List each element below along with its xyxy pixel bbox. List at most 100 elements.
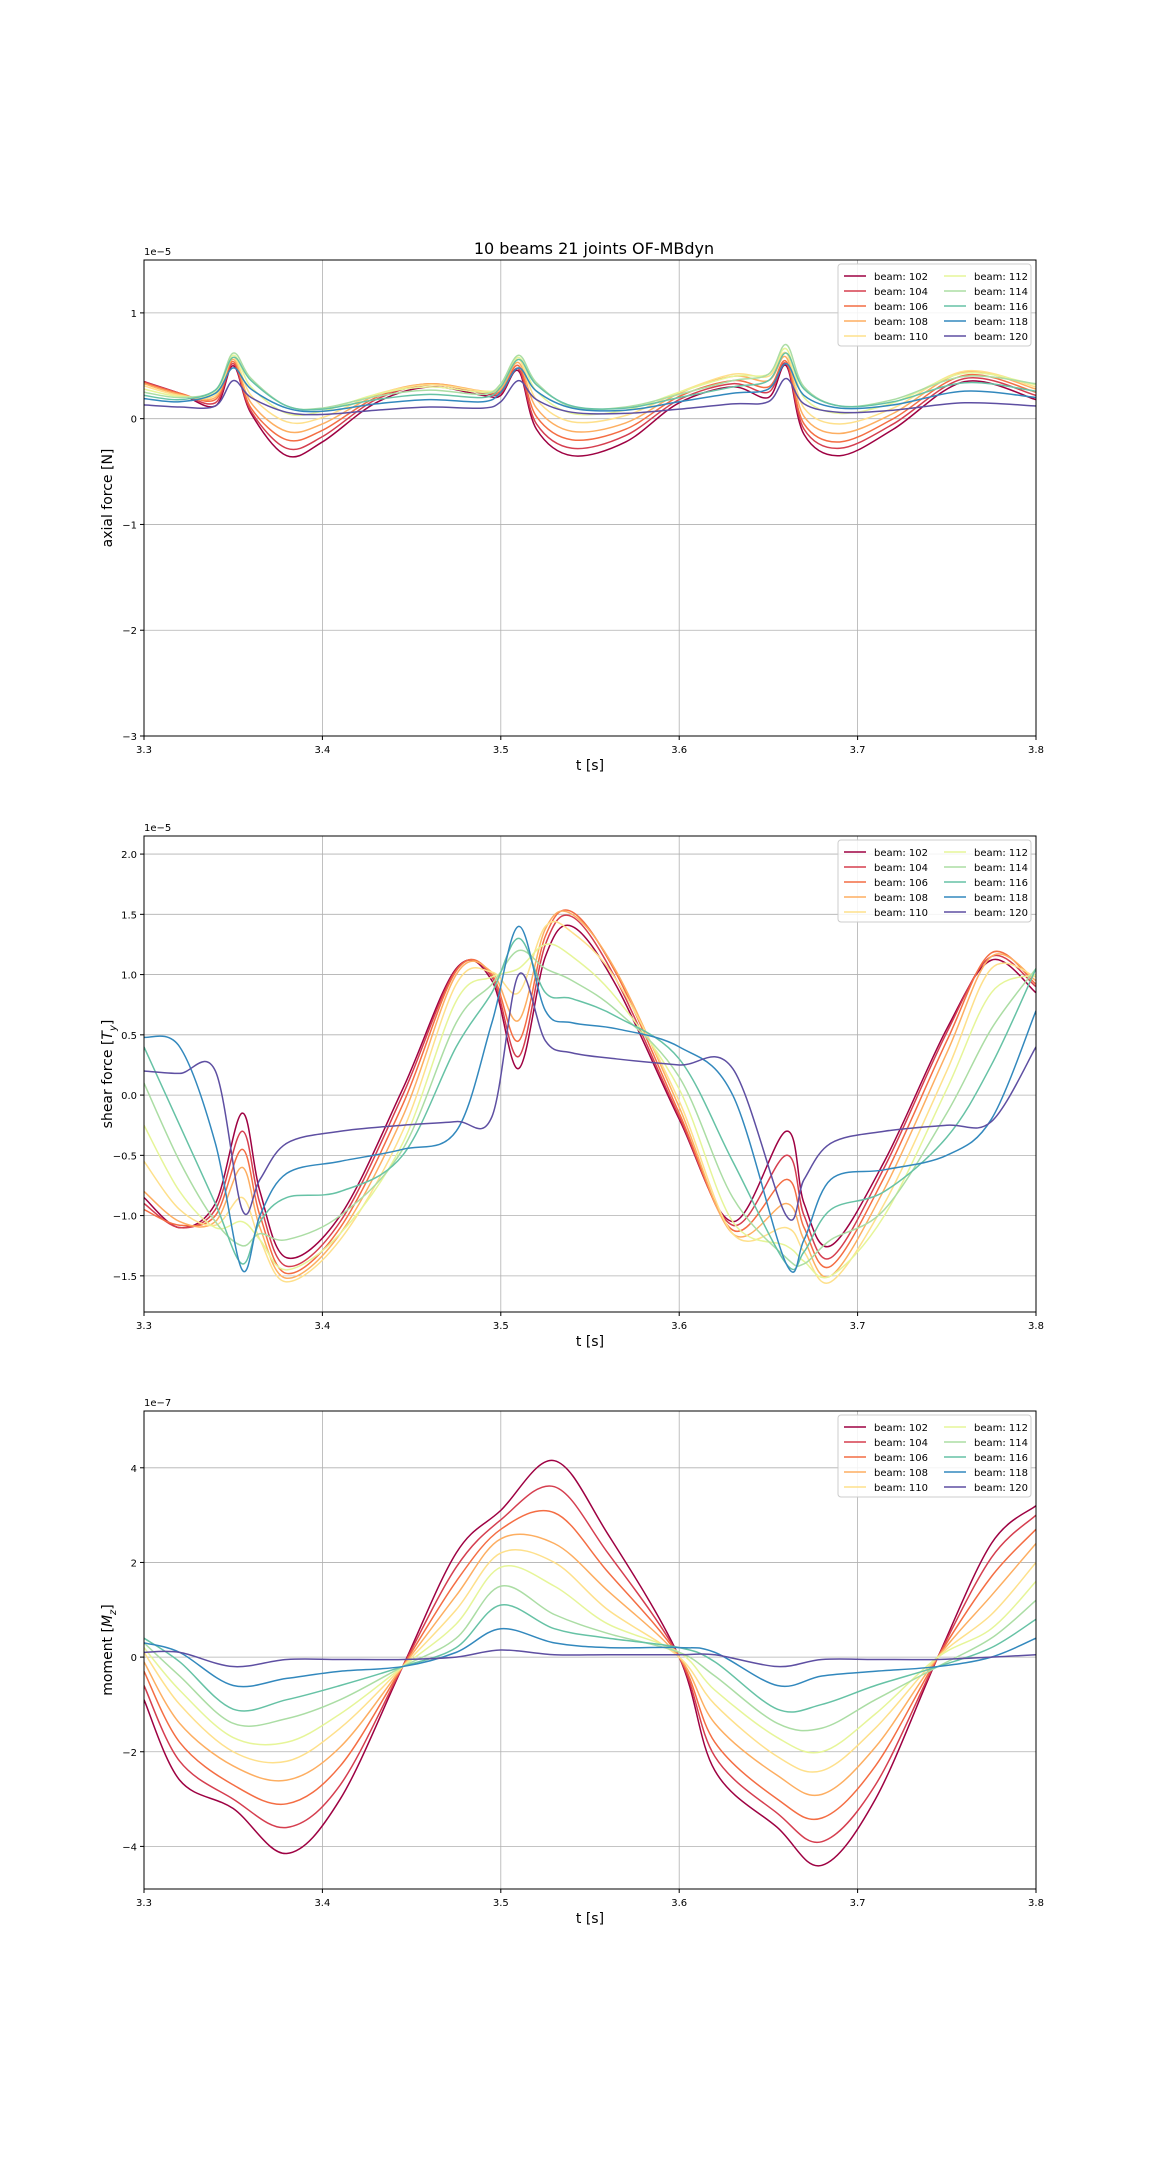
series-line-beam-114 [144,949,1036,1267]
y-offset-label: 1e−5 [144,823,171,834]
chart-panel-2: 3.3 3.4 3.5 3.6 3.7 3.8 −1.5 −1.0 −0.5 0.0 0.5 1.0 1… [100,823,1044,1350]
x-tick-label: 3.3 [136,1321,152,1332]
legend-entry-label: beam: 118 [974,317,1028,328]
y-tick-label: 0.5 [121,1031,137,1042]
legend-entry-label: beam: 104 [874,1438,928,1449]
legend-entry-label: beam: 106 [874,1453,928,1464]
axes-frame [143,259,1037,737]
legend-entry-label: beam: 116 [974,302,1028,313]
axes-frame [143,1410,1037,1890]
legend-entry-label: beam: 114 [974,287,1028,298]
series-line-beam-102 [144,1459,1036,1867]
legend-entry-label: beam: 112 [974,1423,1028,1434]
x-tick-label: 3.7 [850,1321,866,1332]
y-tick-label: −0.5 [113,1151,137,1162]
series-line-beam-112 [144,943,1036,1279]
x-tick-label: 3.4 [314,745,330,756]
x-tick-label: 3.4 [314,1321,330,1332]
x-tick-label: 3.3 [136,1898,152,1909]
series-line-beam-114 [144,1585,1036,1732]
series-line-beam-112 [144,347,1036,417]
x-axis-label: t [s] [576,758,604,774]
x-tick-label: 3.6 [671,1898,687,1909]
series-line-beam-118 [144,362,1036,413]
legend-box [837,839,1032,923]
series-line-beam-104 [144,1485,1036,1844]
y-tick-label: −1.5 [113,1272,137,1283]
y-tick-label: 0 [131,1653,137,1664]
legend-entry-label: beam: 116 [974,878,1028,889]
x-tick-label: 3.6 [671,1321,687,1332]
x-tick-label: 3.8 [1028,1321,1044,1332]
legend: beam: 102 beam: 104 beam: 106 beam: 108 beam… [837,839,1032,923]
y-offset-label: 1e−7 [144,1398,171,1409]
series-line-beam-104 [144,362,1036,451]
y-tick-label: 1.0 [121,971,137,982]
x-tick-label: 3.7 [850,1898,866,1909]
legend-entry-label: beam: 118 [974,893,1028,904]
series-line-beam-116 [144,352,1036,411]
y-tick-label: −1 [122,520,137,531]
series-line-beam-118 [144,925,1036,1273]
legend-entry-label: beam: 120 [974,332,1028,343]
legend-entry-label: beam: 112 [974,272,1028,283]
x-axis-label: t [s] [576,1911,604,1927]
series-line-beam-110 [144,351,1036,425]
legend-entry-label: beam: 108 [874,317,928,328]
legend-entry-label: beam: 110 [874,908,928,919]
y-offset-label: 1e−5 [144,247,171,258]
legend-entry-label: beam: 104 [874,863,928,874]
y-tick-label: 2.0 [121,850,137,861]
series-line-beam-104 [144,914,1036,1268]
series-line-beam-106 [144,1509,1036,1821]
legend-entry-label: beam: 116 [974,1453,1028,1464]
x-tick-label: 3.7 [850,745,866,756]
y-tick-label: 2 [131,1558,137,1569]
y-tick-label: 1.5 [121,910,137,921]
x-tick-label: 3.5 [493,745,509,756]
legend-entry-label: beam: 118 [974,1468,1028,1479]
legend-entry-label: beam: 110 [874,332,928,343]
series-line-beam-116 [144,1604,1036,1713]
axes-frame [143,835,1037,1313]
x-tick-label: 3.8 [1028,745,1044,756]
series-line-beam-102 [144,364,1036,458]
legend-entry-label: beam: 110 [874,1483,928,1494]
legend-entry-label: beam: 114 [974,1438,1028,1449]
series-line-beam-110 [144,1549,1036,1773]
y-axis-label: moment [Mz] [100,1604,119,1696]
legend-entry-label: beam: 102 [874,848,928,859]
y-tick-label: 1 [131,309,137,320]
x-tick-label: 3.6 [671,745,687,756]
y-tick-label: 0.0 [121,1091,137,1102]
legend: beam: 102 beam: 104 beam: 106 beam: 108 beam… [837,1414,1032,1498]
x-tick-label: 3.4 [314,1898,330,1909]
x-tick-label: 3.5 [493,1898,509,1909]
x-axis-label: t [s] [576,1334,604,1350]
legend-box [837,263,1032,347]
series-line-beam-108 [144,1533,1036,1797]
series-line-beam-110 [144,920,1036,1284]
x-tick-label: 3.5 [493,1321,509,1332]
legend-entry-label: beam: 114 [974,863,1028,874]
legend-entry-label: beam: 108 [874,1468,928,1479]
series-line-beam-114 [144,343,1036,411]
y-tick-label: −1.0 [113,1212,137,1223]
y-axis-label: axial force [N] [100,449,116,548]
y-tick-label: 0 [131,415,137,426]
series-line-beam-102 [144,924,1036,1260]
series-line-beam-120 [144,377,1036,416]
series-line-beam-108 [144,355,1036,435]
chart-panel-3: 3.3 3.4 3.5 3.6 3.7 3.8 −4 −2 0 2 4 1e−7 t [s] moment… [100,1398,1044,1927]
legend-entry-label: beam: 104 [874,287,928,298]
legend-entry-label: beam: 120 [974,908,1028,919]
y-axis-label: shear force [Ty] [100,1020,119,1129]
y-tick-label: −4 [122,1842,137,1853]
series-line-beam-120 [144,972,1036,1221]
figure-title: 10 beams 21 joints OF-MBdyn [474,239,714,258]
series-line-beam-112 [144,1565,1036,1754]
legend-entry-label: beam: 112 [974,848,1028,859]
chart-panel-1: 3.3 3.4 3.5 3.6 3.7 3.8 −3 −2 −1 0 1 1e−5 t [s] axial… [100,247,1044,774]
y-tick-label: −3 [122,732,137,743]
legend-entry-label: beam: 108 [874,893,928,904]
